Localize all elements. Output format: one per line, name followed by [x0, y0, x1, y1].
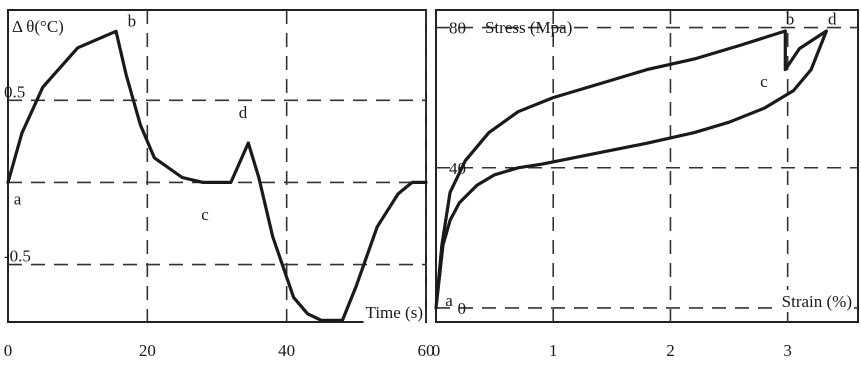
- series-line: [6, 29, 428, 322]
- point-label-c: c: [201, 205, 209, 224]
- point-label-a: a: [14, 190, 22, 209]
- x-tick-label: 40: [278, 341, 295, 360]
- point-label-c: c: [760, 72, 768, 91]
- x-tick-label: 60: [418, 341, 435, 360]
- y-tick-label: -0.5: [4, 247, 31, 266]
- x-tick-label: 1: [549, 341, 558, 360]
- chart-2: 0 1 2 3 80 40 0 Stress (Mpa) Strain (%) a b c d: [432, 9, 859, 360]
- x-tick-label: 20: [139, 341, 156, 360]
- chart-1: 0 20 40 60 0.5 -0.5 Δ θ(°C) Time (s) a b c d: [4, 9, 435, 360]
- point-label-a: a: [445, 291, 453, 310]
- x-axis-label-background: [363, 301, 425, 323]
- point-label-b: b: [786, 10, 795, 29]
- x-axis-label: Time (s): [366, 303, 423, 322]
- y-tick-label: 0.5: [4, 82, 25, 101]
- y-axis-label: Δ θ(°C): [12, 17, 64, 36]
- point-label-d: d: [828, 10, 837, 29]
- plot-frame: [7, 9, 427, 323]
- y-tick-label: 40: [449, 159, 466, 178]
- series-line: [434, 29, 828, 310]
- x-axis-label-background: [779, 290, 854, 312]
- x-tick-label: 3: [783, 341, 792, 360]
- x-tick-label: 2: [666, 341, 675, 360]
- x-tick-label: 0: [4, 341, 13, 360]
- point-label-d: d: [239, 103, 248, 122]
- x-axis-label: Strain (%): [782, 292, 852, 311]
- plot-frame: [435, 9, 859, 323]
- point-label-b: b: [128, 11, 137, 30]
- y-tick-label: 80: [449, 19, 466, 38]
- x-tick-label: 0: [432, 341, 441, 360]
- y-tick-label: 0: [458, 299, 467, 318]
- y-axis-label: Stress (Mpa): [485, 18, 572, 37]
